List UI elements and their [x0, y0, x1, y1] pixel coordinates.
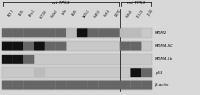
FancyBboxPatch shape	[55, 81, 66, 89]
Text: HCT116: HCT116	[40, 9, 49, 19]
Text: wt TP53: wt TP53	[52, 1, 70, 5]
FancyBboxPatch shape	[98, 81, 109, 89]
FancyBboxPatch shape	[34, 68, 45, 77]
FancyBboxPatch shape	[130, 42, 141, 51]
FancyBboxPatch shape	[88, 28, 99, 37]
Text: HuBG2: HuBG2	[93, 9, 102, 18]
FancyBboxPatch shape	[98, 28, 109, 37]
FancyBboxPatch shape	[77, 81, 88, 89]
FancyBboxPatch shape	[23, 81, 34, 89]
FancyBboxPatch shape	[130, 68, 141, 77]
FancyBboxPatch shape	[23, 55, 34, 64]
Text: MDM2: MDM2	[155, 31, 167, 35]
Text: HuGa4: HuGa4	[50, 9, 59, 18]
FancyBboxPatch shape	[55, 28, 66, 37]
FancyBboxPatch shape	[2, 41, 152, 51]
FancyBboxPatch shape	[23, 42, 34, 51]
Text: C2DTC: C2DTC	[114, 9, 123, 18]
FancyBboxPatch shape	[120, 81, 131, 89]
FancyBboxPatch shape	[34, 42, 45, 51]
Text: HuH-4: HuH-4	[104, 9, 112, 18]
FancyBboxPatch shape	[2, 67, 152, 78]
FancyBboxPatch shape	[45, 81, 56, 89]
FancyBboxPatch shape	[34, 28, 45, 37]
Text: mt TP53: mt TP53	[127, 1, 145, 5]
Text: β-actin: β-actin	[155, 83, 168, 87]
FancyBboxPatch shape	[88, 81, 99, 89]
Text: JD-D1: JD-D1	[147, 9, 154, 17]
FancyBboxPatch shape	[34, 81, 45, 89]
FancyBboxPatch shape	[2, 28, 13, 37]
FancyBboxPatch shape	[77, 28, 88, 37]
FancyBboxPatch shape	[120, 28, 131, 37]
Text: MDM4-Lb: MDM4-Lb	[155, 57, 173, 61]
FancyBboxPatch shape	[109, 81, 120, 89]
Text: SiHa-1: SiHa-1	[29, 9, 37, 18]
FancyBboxPatch shape	[66, 81, 77, 89]
Text: A549: A549	[72, 9, 79, 16]
Text: SaOS-1: SaOS-1	[82, 9, 91, 19]
Text: p53: p53	[155, 71, 162, 75]
FancyBboxPatch shape	[45, 28, 56, 37]
FancyBboxPatch shape	[2, 54, 152, 65]
FancyBboxPatch shape	[141, 81, 152, 89]
Text: HuSaG: HuSaG	[125, 9, 134, 18]
FancyBboxPatch shape	[2, 42, 13, 51]
FancyBboxPatch shape	[2, 55, 13, 64]
FancyBboxPatch shape	[130, 81, 141, 89]
FancyBboxPatch shape	[13, 42, 24, 51]
Text: PC3-C5: PC3-C5	[136, 9, 145, 19]
FancyBboxPatch shape	[13, 28, 24, 37]
FancyBboxPatch shape	[141, 68, 152, 77]
FancyBboxPatch shape	[130, 28, 141, 37]
FancyBboxPatch shape	[66, 28, 77, 37]
FancyBboxPatch shape	[120, 42, 131, 51]
FancyBboxPatch shape	[23, 28, 34, 37]
FancyBboxPatch shape	[13, 81, 24, 89]
FancyBboxPatch shape	[55, 42, 66, 51]
FancyBboxPatch shape	[2, 28, 152, 38]
FancyBboxPatch shape	[2, 81, 13, 89]
Text: MCF-7: MCF-7	[7, 9, 15, 17]
FancyBboxPatch shape	[13, 55, 24, 64]
FancyBboxPatch shape	[45, 42, 56, 51]
Text: MDM4-SC: MDM4-SC	[155, 44, 174, 48]
FancyBboxPatch shape	[2, 80, 152, 90]
Text: LaVo: LaVo	[61, 9, 68, 16]
Text: A375: A375	[18, 9, 25, 16]
FancyBboxPatch shape	[109, 28, 120, 37]
